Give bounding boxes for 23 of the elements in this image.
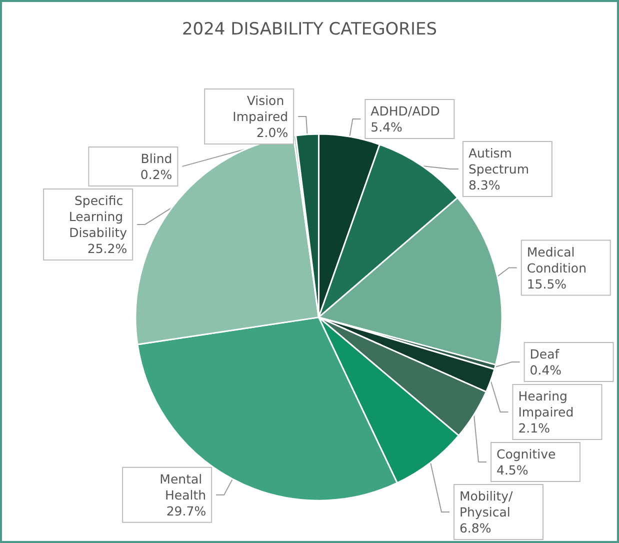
- data-label: 0.2%: [140, 166, 172, 182]
- data-label: 2.0%: [256, 124, 288, 140]
- slice-label: Blind: [140, 150, 172, 166]
- slice-label: Deaf: [530, 346, 560, 362]
- slice-label: Mobility/Physical: [459, 488, 514, 520]
- data-label: 5.4%: [370, 119, 403, 134]
- slice-label: Medical Condition: [526, 244, 587, 276]
- slice-label: Cognitive: [496, 446, 556, 462]
- chart-title: 2024 DISABILITY CATEGORIES: [182, 20, 438, 40]
- slice-label: Mental Health: [160, 471, 206, 502]
- slice-label: Specific Learning Disability: [68, 192, 128, 240]
- data-label: 2.1%: [518, 420, 550, 436]
- data-label: 6.8%: [459, 520, 492, 536]
- data-label: 29.7%: [166, 503, 206, 518]
- data-label: 0.4%: [530, 362, 562, 378]
- slice-label: Autism Spectrum: [468, 145, 530, 176]
- slice-label: Hearing Impaired: [518, 388, 574, 420]
- slice-label: Vision Impaired: [232, 92, 288, 124]
- data-label: 8.3%: [468, 177, 500, 192]
- data-label: 15.5%: [526, 276, 567, 292]
- slice-label: ADHD/ADD: [370, 103, 440, 118]
- data-label: 4.5%: [496, 462, 528, 478]
- data-label: 25.2%: [87, 240, 128, 256]
